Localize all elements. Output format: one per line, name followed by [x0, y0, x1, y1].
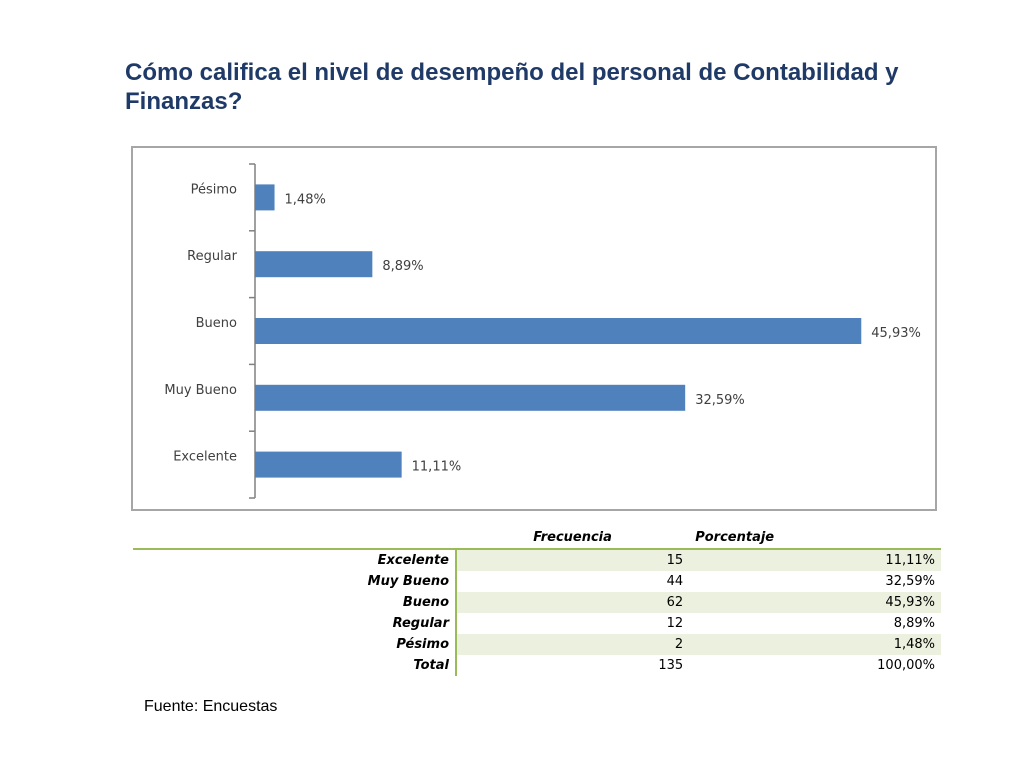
data-table-container: Frecuencia Porcentaje Excelente 15 11,11… — [133, 527, 941, 676]
table-row: Pésimo 2 1,48% — [133, 634, 941, 655]
row-porcentaje: 100,00% — [877, 658, 935, 673]
data-label: 32,59% — [695, 393, 745, 408]
bar — [255, 318, 862, 344]
table-row: Regular 12 8,89% — [133, 613, 941, 634]
bar — [255, 451, 402, 478]
category-label: Bueno — [196, 316, 237, 331]
row-label: Muy Bueno — [133, 571, 457, 592]
row-porcentaje: 11,11% — [689, 549, 941, 571]
data-label: 11,11% — [412, 460, 462, 475]
data-label: 45,93% — [871, 326, 921, 341]
table-row: Muy Bueno 44 32,59% — [133, 571, 941, 592]
category-label: Pésimo — [191, 182, 237, 197]
table-row: Excelente 15 11,11% — [133, 549, 941, 571]
row-label: Bueno — [133, 592, 457, 613]
row-label: Excelente — [133, 549, 457, 571]
row-label: Pésimo — [133, 634, 457, 655]
row-frecuencia: 12 — [666, 616, 684, 631]
data-table: Frecuencia Porcentaje Excelente 15 11,11… — [133, 527, 941, 676]
row-label: Total — [133, 655, 457, 676]
data-label: 8,89% — [382, 259, 423, 274]
row-porcentaje: 1,48% — [689, 634, 941, 655]
source-note: Fuente: Encuestas — [144, 698, 278, 715]
row-frecuencia: 2 — [456, 634, 690, 655]
row-porcentaje: 45,93% — [689, 592, 941, 613]
data-label: 1,48% — [285, 192, 326, 207]
table-total-row: Total 135 100,00% — [133, 655, 941, 676]
table-header-frecuencia: Frecuencia — [456, 527, 690, 550]
row-porcentaje: 32,59% — [885, 574, 935, 589]
table-header-empty — [133, 527, 456, 550]
category-label: Excelente — [173, 450, 237, 465]
bar-chart: Pésimo 1,48% Regular 8,89% Bueno 45,93% Muy Bu… — [164, 163, 921, 499]
row-label: Regular — [133, 613, 457, 634]
row-frecuencia: 135 — [658, 658, 684, 673]
table-header-row: Frecuencia Porcentaje — [133, 527, 941, 550]
bar — [255, 251, 373, 278]
bar — [255, 384, 686, 411]
row-frecuencia: 44 — [666, 574, 684, 589]
category-label: Regular — [187, 249, 238, 264]
row-frecuencia: 15 — [456, 549, 690, 571]
row-frecuencia: 62 — [456, 592, 690, 613]
category-label: Muy Bueno — [164, 383, 237, 398]
table-header-porcentaje: Porcentaje — [689, 527, 941, 550]
chart-title: Cómo califica el nivel de desempeño del … — [125, 59, 899, 115]
row-porcentaje: 8,89% — [893, 616, 935, 631]
table-row: Bueno 62 45,93% — [133, 592, 941, 613]
chart-frame: Pésimo 1,48% Regular 8,89% Bueno 45,93% Muy Bu… — [131, 146, 937, 511]
bar — [255, 184, 275, 211]
